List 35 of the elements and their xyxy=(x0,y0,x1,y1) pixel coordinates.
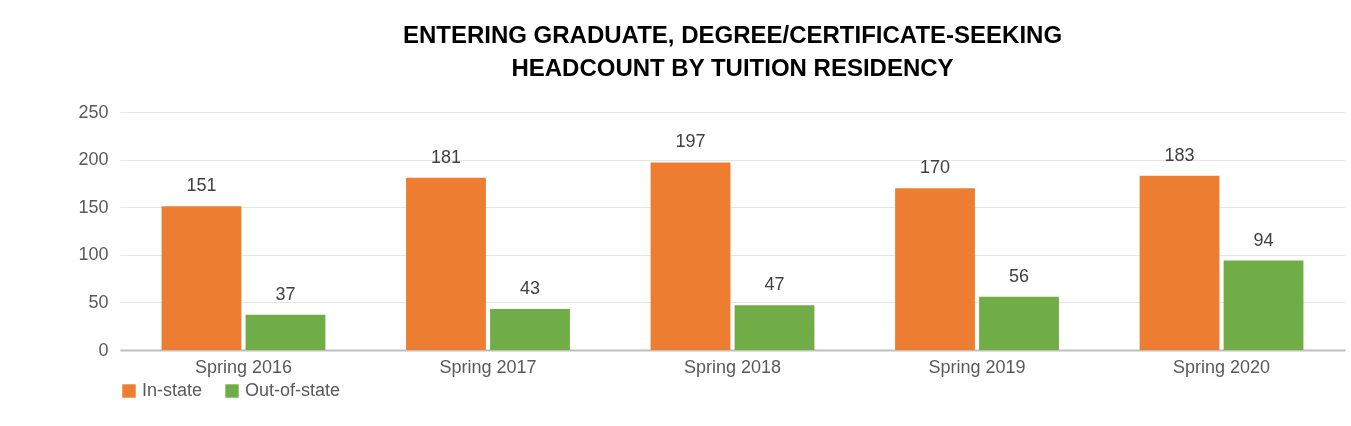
bar xyxy=(161,206,242,350)
data-label: 170 xyxy=(919,157,951,178)
data-label: 94 xyxy=(1253,229,1274,250)
bar xyxy=(734,305,815,350)
data-label: 181 xyxy=(430,146,462,167)
x-tick-label: Spring 2017 xyxy=(439,356,537,377)
y-tick-label: 150 xyxy=(78,196,109,217)
data-label: 37 xyxy=(275,283,296,304)
x-tick-label: Spring 2019 xyxy=(928,356,1026,377)
bar xyxy=(895,188,975,350)
bar xyxy=(406,177,486,350)
bar xyxy=(979,296,1059,350)
data-label: 56 xyxy=(1009,265,1030,286)
bar xyxy=(650,162,731,350)
data-label: 183 xyxy=(1164,144,1195,165)
y-tick-label: 250 xyxy=(78,101,109,122)
text: ENTERING GRADUATE, DEGREE/CERTIFICATE-SEEKING xyxy=(402,21,1063,48)
legend-label: In-state xyxy=(142,380,203,400)
y-tick-label: 0 xyxy=(98,339,109,360)
y-tick-label: 100 xyxy=(78,244,109,265)
data-label: 197 xyxy=(675,131,706,152)
x-tick-label: Spring 2020 xyxy=(1172,356,1271,377)
y-tick-label: 50 xyxy=(88,291,109,312)
data-label: 43 xyxy=(519,278,541,299)
data-label: 47 xyxy=(764,274,785,295)
bar xyxy=(245,314,326,350)
bar xyxy=(1139,175,1220,350)
x-tick-label: Spring 2018 xyxy=(683,356,782,377)
legend-label: Out-of-state xyxy=(245,380,341,400)
bar xyxy=(1223,260,1304,350)
data-label: 151 xyxy=(186,175,217,196)
y-tick-label: 200 xyxy=(78,149,109,170)
text: HEADCOUNT BY TUITION RESIDENCY xyxy=(511,54,954,81)
x-tick-label: Spring 2016 xyxy=(194,356,293,377)
bar xyxy=(490,309,570,350)
